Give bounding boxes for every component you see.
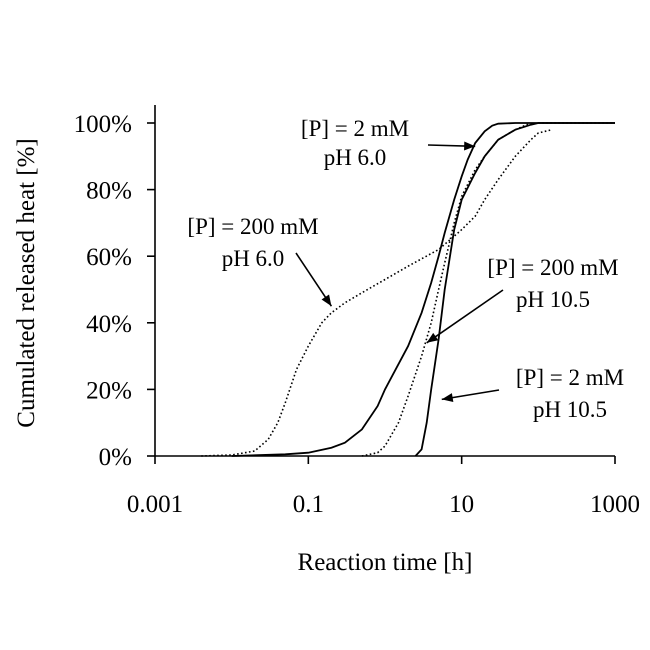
annotation-label-a-p200-ph6: [P] = 200 mM (187, 214, 318, 239)
series-line-p2-ph105 (414, 122, 615, 457)
annotation-label-a-p200-ph6: pH 6.0 (222, 246, 285, 271)
ticks-layer: 0.001 0.1 10 1000 0% 20% 40% 60% 80% 100% (74, 111, 640, 518)
x-tick-label: 0.001 (127, 491, 183, 518)
annotation-arrowhead-a-p2-ph105 (441, 393, 454, 403)
x-tick-label: 10 (449, 491, 474, 518)
annotation-label-a-p2-ph6: [P] = 2 mM (301, 116, 409, 141)
annotation-arrowhead-a-p200-ph105 (426, 332, 439, 343)
series-line-p200-ph6 (201, 128, 552, 457)
series-layer (201, 122, 615, 457)
series-line-p2-ph6 (231, 122, 615, 457)
x-tick-label: 0.1 (293, 491, 324, 518)
annotation-label-a-p200-ph105: [P] = 200 mM (487, 255, 618, 280)
annotation-label-a-p200-ph105: pH 10.5 (516, 287, 590, 312)
annotation-arrowhead-a-p2-ph6 (464, 141, 476, 151)
y-tick-label: 60% (86, 244, 132, 271)
y-tick-label: 40% (86, 311, 132, 338)
y-tick-label: 0% (99, 444, 132, 471)
x-tick-label: 1000 (590, 491, 640, 518)
series-line-p200-ph105 (361, 122, 615, 457)
y-axis-title: Cumulated released heat [%] (13, 138, 40, 427)
x-axis-title: Reaction time [h] (298, 549, 473, 576)
annotation-label-a-p2-ph105: pH 10.5 (533, 397, 607, 422)
annotation-label-a-p2-ph6: pH 6.0 (324, 145, 387, 170)
annotation-arrow-a-p200-ph105 (426, 289, 504, 344)
y-tick-label: 20% (86, 377, 132, 404)
axes-layer (154, 105, 615, 457)
annotation-arrowhead-a-p200-ph6 (321, 294, 332, 307)
annotation-layer: [P] = 2 mM pH 6.0 [P] = 200 mM pH 6.0 [P] = … (187, 116, 624, 422)
y-tick-label: 100% (74, 111, 132, 138)
y-tick-label: 80% (86, 178, 132, 205)
annotation-label-a-p2-ph105: [P] = 2 mM (516, 365, 624, 390)
